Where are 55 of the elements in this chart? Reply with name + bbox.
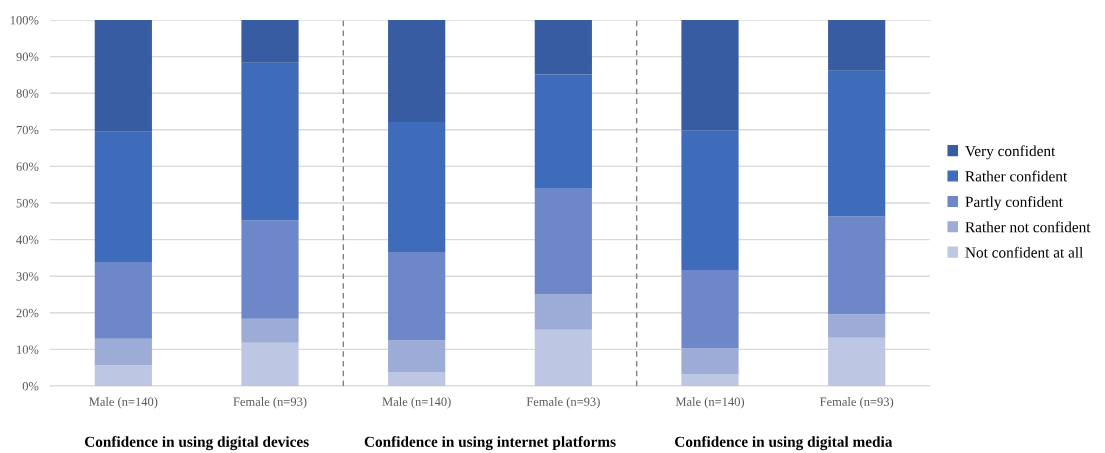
bar [94,338,152,366]
bar [828,20,886,71]
bar [534,74,592,189]
bar [94,365,152,386]
bar [534,20,592,75]
x-tick-label: Male (n=140) [382,397,451,409]
bar [388,252,446,341]
bar [388,340,446,373]
bar [241,62,299,221]
bar [681,269,739,348]
y-tick-label: 100% [10,16,39,25]
y-tick-label: 60% [16,162,39,171]
y-tick-label: 70% [16,125,39,135]
y-tick-label: 40% [16,235,39,245]
y-tick-label: 30% [16,272,39,281]
text: Confidence in using internet platforms [364,436,616,451]
legend-label: Very confident [965,145,1056,160]
text: Confidence in using digital media [675,436,893,451]
bar [94,20,152,132]
y-tick-label: 10% [17,345,39,354]
x-tick-label: Male (n=140) [675,397,745,409]
bar [534,294,592,330]
bar [241,20,299,63]
bar [828,70,886,217]
text: Confidence in using digital devices [84,436,309,451]
bar [94,131,152,262]
legend-label: Rather not confident [965,221,1091,233]
bar [241,220,299,319]
x-tick-label: Male (n=140) [89,397,158,409]
x-tick-label: Female (n=93) [233,397,307,409]
bar [94,261,152,339]
bar [534,188,592,295]
y-tick-label: 90% [16,52,39,62]
legend-label: Partly confident [965,196,1063,211]
bar [388,20,446,123]
bar [388,372,446,386]
bar [681,374,739,386]
legend-label: Rather confident [965,170,1068,182]
bar [534,329,592,386]
bar [681,347,739,375]
y-tick-label: 20% [16,308,39,318]
legend-label: Not confident at all [965,246,1084,258]
bar [828,337,886,386]
bar [388,122,446,253]
bar [681,130,739,270]
y-tick-label: 80% [16,89,39,98]
x-tick-label: Female (n=93) [526,397,600,409]
bar [828,216,886,315]
bar [828,314,886,338]
bar [241,318,299,343]
bar [241,342,299,386]
bar [681,20,739,131]
x-tick-label: Female (n=93) [820,397,894,409]
y-tick-label: 0% [22,382,39,391]
y-tick-label: 50% [16,199,39,208]
